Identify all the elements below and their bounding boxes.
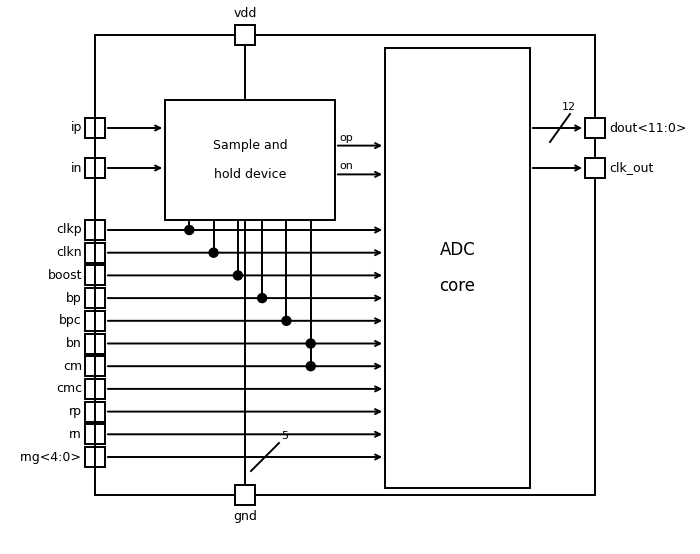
Bar: [85, 118, 105, 138]
Text: ADC: ADC: [440, 241, 475, 259]
Bar: [85, 447, 105, 467]
Text: on: on: [339, 161, 353, 171]
Text: in: in: [71, 162, 82, 175]
Bar: [85, 379, 105, 399]
Bar: [85, 402, 105, 422]
Circle shape: [233, 271, 242, 280]
Bar: [95, 35, 595, 495]
Text: clkn: clkn: [57, 246, 82, 259]
Bar: [585, 158, 605, 178]
Bar: [235, 485, 255, 505]
Text: bp: bp: [66, 291, 82, 305]
Bar: [585, 118, 605, 138]
Bar: [165, 100, 335, 220]
Text: bn: bn: [66, 337, 82, 350]
Circle shape: [306, 339, 315, 348]
Text: boost: boost: [48, 269, 82, 282]
Text: ip: ip: [71, 121, 82, 135]
Circle shape: [185, 225, 194, 234]
Bar: [85, 288, 105, 308]
Bar: [85, 311, 105, 331]
Bar: [235, 25, 255, 45]
Text: vdd: vdd: [233, 7, 257, 20]
Text: rng<4:0>: rng<4:0>: [20, 450, 82, 464]
Text: rp: rp: [69, 405, 82, 418]
Bar: [385, 48, 530, 488]
Text: core: core: [440, 277, 475, 295]
Bar: [85, 424, 105, 444]
Text: dout<11:0>: dout<11:0>: [609, 121, 687, 135]
Bar: [85, 356, 105, 376]
Text: gnd: gnd: [233, 510, 257, 523]
Text: Sample and: Sample and: [213, 138, 287, 151]
Text: 12: 12: [562, 102, 576, 112]
Text: 5: 5: [281, 431, 288, 441]
Bar: [85, 243, 105, 263]
Bar: [85, 158, 105, 178]
Circle shape: [282, 316, 291, 325]
Text: cmc: cmc: [56, 382, 82, 396]
Text: rn: rn: [69, 428, 82, 441]
Circle shape: [258, 294, 267, 302]
Text: clkp: clkp: [57, 223, 82, 237]
Circle shape: [306, 362, 315, 371]
Bar: [85, 334, 105, 353]
Bar: [85, 265, 105, 285]
Text: hold device: hold device: [214, 168, 286, 182]
Text: clk_out: clk_out: [609, 162, 653, 175]
Bar: [85, 220, 105, 240]
Text: cm: cm: [63, 360, 82, 373]
Circle shape: [209, 248, 218, 257]
Text: bpc: bpc: [60, 314, 82, 327]
Text: op: op: [339, 132, 353, 142]
